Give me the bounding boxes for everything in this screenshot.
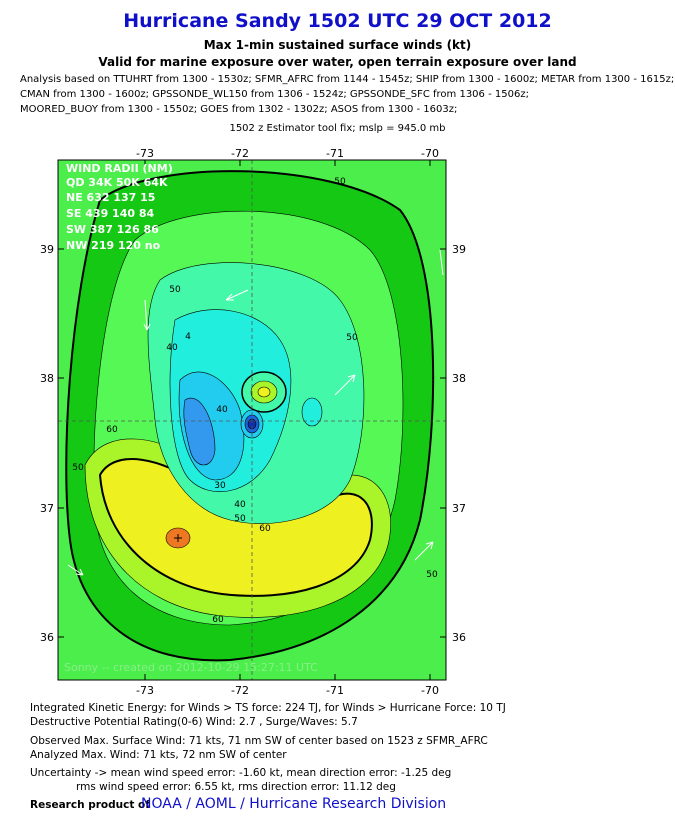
contour-label: 60 xyxy=(212,615,224,625)
map: -73 -73 -72 -72 -71 -71 -70 -70 39 39 38 38 37 37 36 36… xyxy=(40,147,466,697)
lat-label: 39 xyxy=(40,243,54,256)
contour-label: 4 xyxy=(185,332,191,342)
fix: 1502 z Estimator tool fix; mslp = 945.0 … xyxy=(229,123,446,134)
wind-arrows xyxy=(67,249,444,576)
dpr: Destructive Potential Rating(0-6) Wind: … xyxy=(30,716,358,728)
contour-label: 50 xyxy=(426,570,438,580)
contour-label: 50 xyxy=(334,177,346,187)
analyzed: Analyzed Max. Wind: 71 kts, 72 nm SW of … xyxy=(30,749,287,761)
lat-label: 37 xyxy=(452,502,466,515)
max-wind-marker xyxy=(174,534,182,542)
credit: Sonny -- created on 2012-10-29 15:27:11 … xyxy=(64,661,318,674)
contour-label: 40 xyxy=(166,343,178,353)
title: Hurricane Sandy 1502 UTC 29 OCT 2012 xyxy=(123,10,552,32)
lat-label: 36 xyxy=(40,631,54,644)
contour-label: 60 xyxy=(106,425,118,435)
contour-label: 60 xyxy=(259,524,271,534)
ike: Integrated Kinetic Energy: for Winds > T… xyxy=(30,702,506,714)
lon-label: -72 xyxy=(231,147,249,160)
contour-label: 40 xyxy=(216,405,228,415)
wind-radii-row: NW 219 120 no xyxy=(66,239,161,252)
lon-label: -71 xyxy=(326,684,344,697)
lat-label: 39 xyxy=(452,243,466,256)
analysis-line: MOORED_BUOY from 1300 - 1550z; GOES from… xyxy=(20,104,458,115)
uncertainty: Uncertainty -> mean wind speed error: -1… xyxy=(30,767,452,779)
wind-radii-row: NE 632 137 15 xyxy=(66,191,155,204)
lat-label: 36 xyxy=(452,631,466,644)
wind-radii-header: QD 34K 50K 64K xyxy=(66,176,168,189)
lon-label: -70 xyxy=(421,684,439,697)
noaa-link[interactable]: NOAA / AOML / Hurricane Research Divisio… xyxy=(141,796,447,812)
contour-label: 50 xyxy=(346,333,358,343)
lat-label: 38 xyxy=(40,372,54,385)
contour-label: 50 xyxy=(234,514,246,524)
analysis-line: CMAN from 1300 - 1600z; GPSSONDE_WL150 f… xyxy=(20,89,529,100)
lon-label: -71 xyxy=(326,147,344,160)
lon-label: -73 xyxy=(136,147,154,160)
subtitle: Max 1-min sustained surface winds (kt) xyxy=(203,38,472,52)
contour-label: 50 xyxy=(72,463,84,473)
lon-label: -70 xyxy=(421,147,439,160)
wind-radii-row: SE 439 140 84 xyxy=(66,207,155,220)
lon-label: -73 xyxy=(136,684,154,697)
contour-band xyxy=(257,386,271,398)
analysis-line: Analysis based on TTUHRT from 1300 - 153… xyxy=(20,74,675,85)
contour-label: 50 xyxy=(169,285,181,295)
wind-radii-row: SW 387 126 86 xyxy=(66,223,159,236)
validity: Valid for marine exposure over water, op… xyxy=(98,55,577,69)
research: Research product of xyxy=(30,799,150,811)
contour-label: 30 xyxy=(214,481,226,491)
contour-band xyxy=(301,397,323,427)
wind-radii-title: WIND RADII (NM) xyxy=(66,162,173,175)
lon-label: -72 xyxy=(231,684,249,697)
contours xyxy=(58,160,446,680)
map-frame xyxy=(57,159,447,681)
lat-label: 37 xyxy=(40,502,54,515)
contour-label: 40 xyxy=(234,500,246,510)
contour-band xyxy=(183,397,216,466)
observed: Observed Max. Surface Wind: 71 kts, 71 n… xyxy=(30,735,488,747)
rms: rms wind speed error: 6.55 kt, rms direc… xyxy=(76,781,396,793)
lat-label: 38 xyxy=(452,372,466,385)
